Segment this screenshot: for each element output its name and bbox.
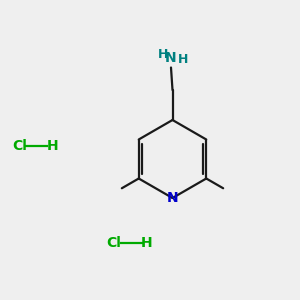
Text: H: H bbox=[158, 47, 169, 61]
Text: H: H bbox=[178, 52, 188, 66]
Text: Cl: Cl bbox=[12, 139, 27, 152]
Text: Cl: Cl bbox=[106, 236, 122, 250]
Text: H: H bbox=[47, 139, 58, 152]
Text: N: N bbox=[167, 191, 178, 205]
Text: H: H bbox=[141, 236, 153, 250]
Text: N: N bbox=[165, 50, 177, 64]
